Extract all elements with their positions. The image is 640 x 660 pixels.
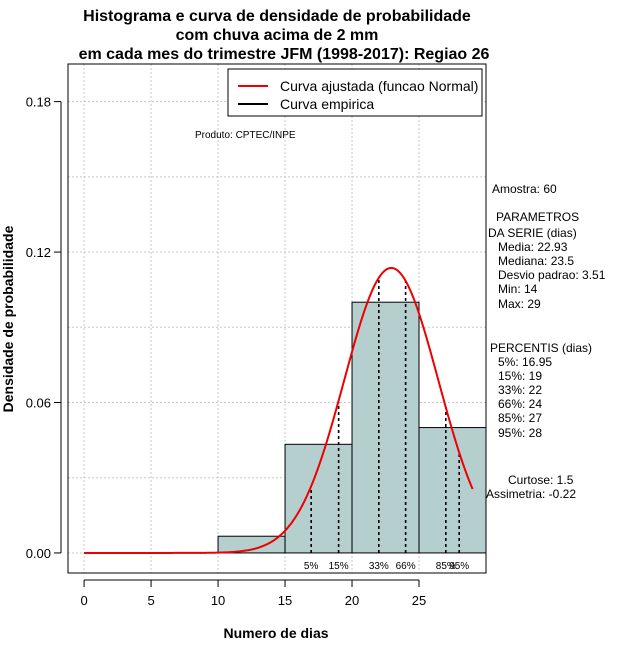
percentil-15: 15%: 19 [498,369,542,383]
fitted-normal-curve [84,266,474,554]
params-title-2: DA SERIE (dias) [488,226,577,240]
percentile-label-66%: 66% [396,561,416,572]
percentil-5: 5%: 16.95 [498,355,552,369]
param-mean: Media: 22.93 [498,240,568,254]
x-tick-label-15: 15 [278,593,292,608]
y-tick-label-2: 0.12 [26,245,51,260]
plot-frame [67,63,487,574]
param-max: Max: 29 [498,297,541,311]
histogram-bar-2 [351,301,420,554]
percentis-title: PERCENTIS (dias) [490,341,592,355]
params-title-1: PARAMETROS [496,210,579,224]
histogram-bar-3 [418,427,487,554]
percentile-label-15%: 15% [329,561,349,572]
product-note: Produto: CPTEC/INPE [195,130,296,141]
x-axis-label: Numero de dias [223,625,328,641]
percentile-label-33%: 33% [369,561,389,572]
legend-box [227,68,483,117]
bars-layer [217,301,487,554]
y-tick-label-1: 0.06 [26,395,51,410]
param-sd: Desvio padrao: 3.51 [498,268,606,282]
percentile-lines-layer: 5% 15% 33% 66% 85%95% [304,277,469,572]
x-tick-label-20: 20 [345,593,359,608]
histogram-bar-1 [284,443,353,554]
y-axis-label: Densidade de probabilidade [0,225,16,412]
x-tick-label-0: 0 [80,593,87,608]
percentil-33: 33%: 22 [498,383,542,397]
sample-size: Amostra: 60 [492,182,557,196]
stats-panel: Amostra: 60 PARAMETROS DA SERIE (dias) M… [486,182,606,501]
chart-title-line-1: Histograma e curva de densidade de proba… [83,8,471,25]
percentile-label-5%: 5% [304,561,319,572]
chart-title-line-2: com chuva acima de 2 mm [176,27,379,44]
x-tick-label-25: 25 [412,593,426,608]
curve-layer [84,266,474,554]
y-tick-label-3: 0.18 [26,95,51,110]
param-median: Mediana: 23.5 [498,254,574,268]
assimetria: Assimetria: -0.22 [486,487,576,501]
percentil-66: 66%: 24 [498,397,542,411]
chart-title-line-3: em cada mes do trimestre JFM (1998-2017)… [79,46,490,63]
legend: Curva ajustada (funcao Normal) Curva emp… [227,68,483,117]
curtose: Curtose: 1.5 [508,473,574,487]
legend-label-fitted: Curva ajustada (funcao Normal) [280,78,478,94]
percentil-85: 85%: 27 [498,411,542,425]
percentile-label-85%: 85% [436,561,456,572]
axes-layer: 0 5 10 15 20 25 0.00 0.06 0.12 0.18 [26,95,427,608]
percentile-label-95%: 95% [449,561,469,572]
legend-label-empirical: Curva empirica [280,96,374,112]
percentil-95: 95%: 28 [498,426,542,440]
x-tick-label-10: 10 [211,593,225,608]
x-tick-label-5: 5 [147,593,154,608]
param-min: Min: 14 [498,282,538,296]
y-tick-label-0: 0.00 [26,546,51,561]
